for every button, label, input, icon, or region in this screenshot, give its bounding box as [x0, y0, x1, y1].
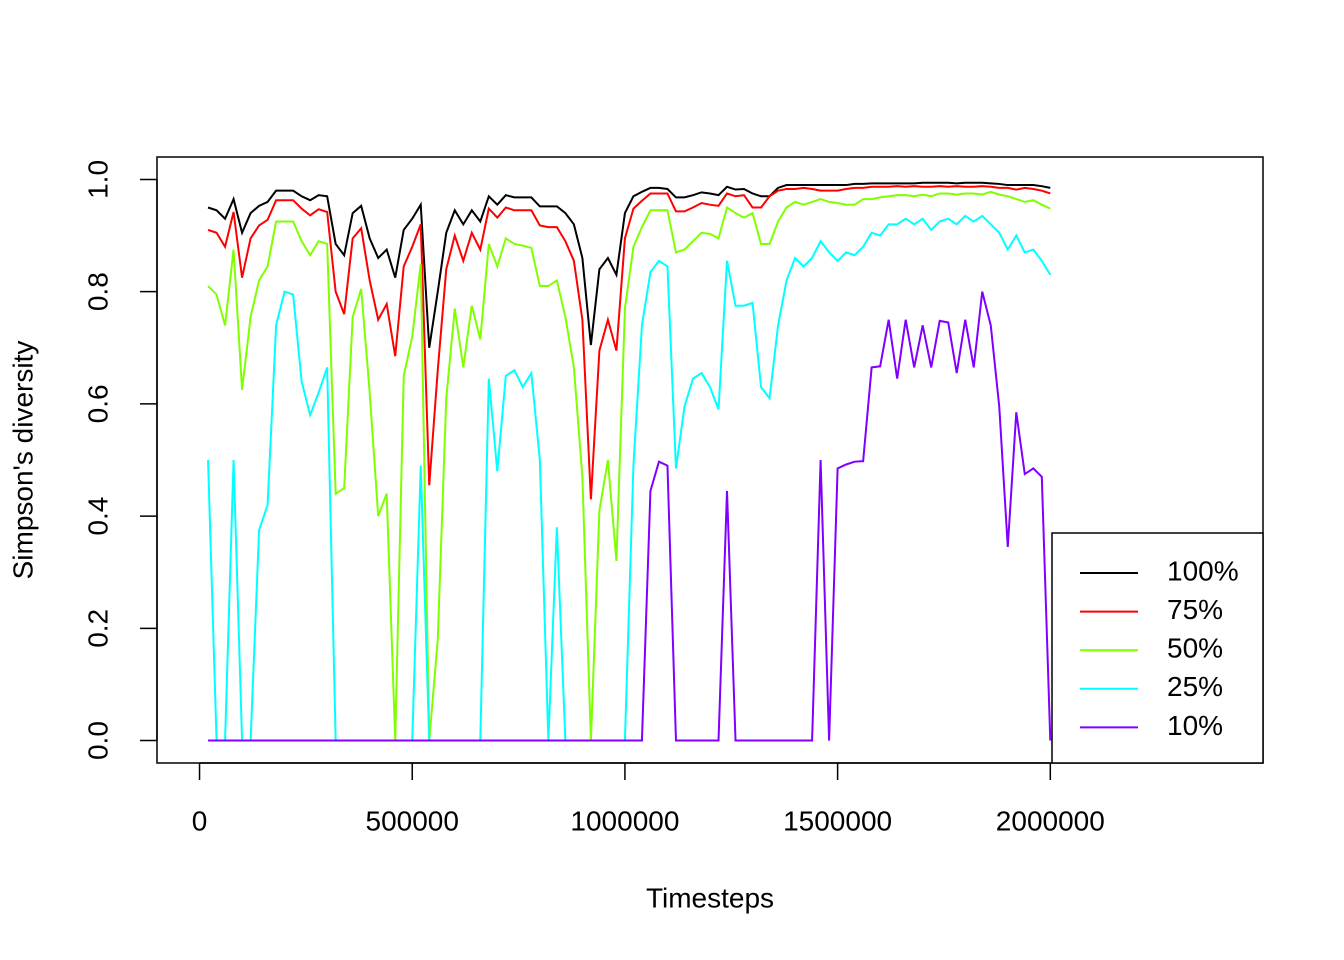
legend-label: 100%: [1167, 555, 1239, 586]
y-tick-label: 0.6: [82, 384, 113, 423]
series-line: [207, 190, 1051, 741]
legend-label: 25%: [1167, 671, 1223, 702]
legend-label: 50%: [1167, 633, 1223, 664]
x-tick-label: 500000: [366, 805, 459, 836]
series-line: [207, 185, 1051, 500]
y-tick-label: 1.0: [82, 160, 113, 199]
y-axis-label: Simpson's diversity: [7, 341, 38, 580]
series-line: [207, 181, 1051, 348]
series-line: [208, 291, 1052, 742]
x-tick-label: 1500000: [783, 805, 892, 836]
y-tick-label: 0.4: [82, 497, 113, 536]
x-axis-label: Timesteps: [646, 882, 774, 913]
x-tick-label: 0: [192, 805, 208, 836]
legend-label: 10%: [1167, 710, 1223, 741]
legend-box: [1051, 532, 1264, 764]
x-tick-label: 2000000: [996, 805, 1105, 836]
y-tick-label: 0.0: [82, 721, 113, 760]
y-tick-label: 0.8: [82, 272, 113, 311]
x-tick-label: 1000000: [570, 805, 679, 836]
y-tick-label: 0.2: [82, 609, 113, 648]
legend-label: 75%: [1167, 594, 1223, 625]
